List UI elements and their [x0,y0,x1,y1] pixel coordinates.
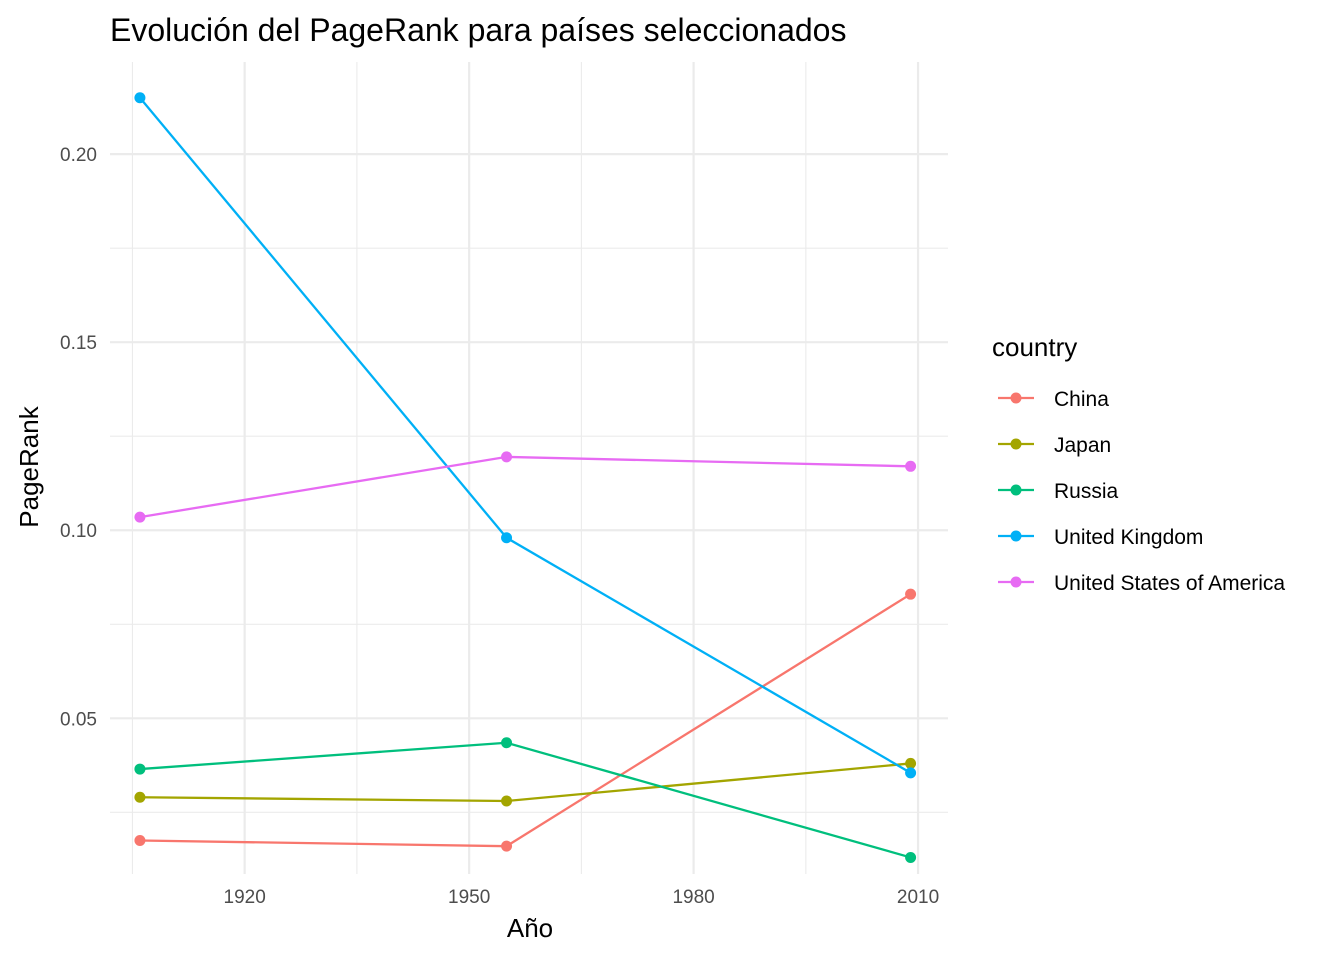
y-axis-ticks: 0.05 0.10 0.15 0.20 [60,145,97,730]
data-point-japan [501,795,513,807]
data-point-japan [905,757,917,769]
legend-label: United States of America [1054,572,1285,595]
series-line-japan [139,762,911,803]
data-point-united-states-of-america [501,451,513,463]
legend-item-russia: Russia [998,480,1119,503]
plot-grid [110,62,948,874]
legend-label: Japan [1054,434,1111,457]
legend-key-point [1010,438,1022,450]
y-axis-title: PageRank [14,405,44,527]
y-tick-label: 0.15 [60,333,97,354]
legend-key-point [1010,576,1022,588]
y-tick-label: 0.20 [60,145,97,166]
legend-key-point [1010,392,1022,404]
series-lines [139,96,912,859]
legend-item-united-states-of-america: United States of America [998,572,1285,595]
data-point-united-states-of-america [905,460,917,472]
x-tick-label: 1920 [224,887,266,908]
legend-label: Russia [1054,480,1119,503]
data-point-china [905,588,917,600]
data-point-united-kingdom [905,767,917,779]
y-tick-label: 0.05 [60,709,97,730]
x-axis-title: Año [507,913,553,943]
legend-key-point [1010,530,1022,542]
series-line-united-kingdom [139,96,912,774]
data-point-united-states-of-america [134,511,146,523]
legend-label: China [1054,388,1109,411]
legend-label: United Kingdom [1054,526,1203,549]
data-point-russia [134,763,146,775]
data-point-japan [134,791,146,803]
data-point-united-kingdom [501,532,513,544]
series-line-china [139,593,912,848]
x-tick-label: 2010 [897,887,939,908]
legend-item-china: China [998,388,1109,411]
x-axis-ticks: 1920 1950 1980 2010 [224,887,940,908]
series-line-united-states-of-america [139,455,911,519]
data-point-china [134,835,146,847]
legend-title: country [992,332,1077,362]
data-point-united-kingdom [134,92,146,104]
data-point-russia [905,851,917,863]
series-points [134,92,917,863]
x-tick-label: 1950 [448,887,490,908]
chart-title: Evolución del PageRank para países selec… [110,12,846,48]
data-point-china [501,840,513,852]
legend-item-japan: Japan [998,434,1111,457]
x-tick-label: 1980 [672,887,714,908]
legend: country China Japan Russia United Kingdom Un… [992,332,1285,595]
legend-item-united-kingdom: United Kingdom [998,526,1203,549]
data-point-russia [501,737,513,749]
y-tick-label: 0.10 [60,521,97,542]
legend-key-point [1010,484,1022,496]
